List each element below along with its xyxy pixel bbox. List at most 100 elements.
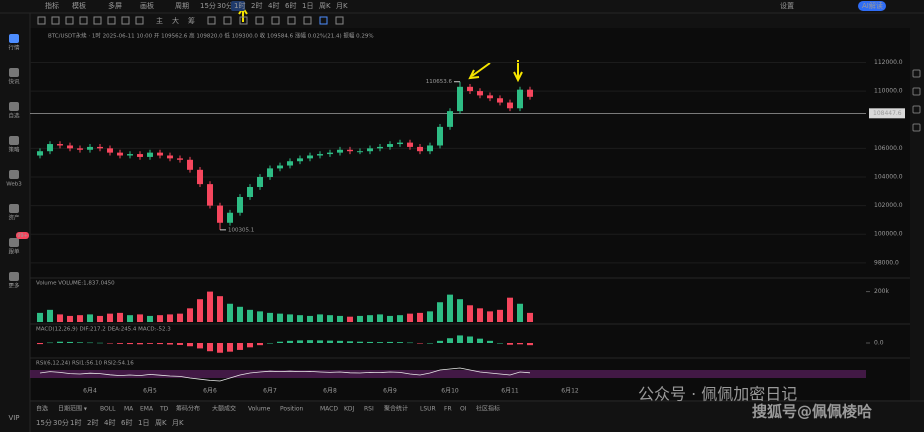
indicator-button[interactable]: 聚合统计	[384, 405, 408, 413]
sidebar-label[interactable]: 快讯	[8, 78, 20, 86]
indicator-button[interactable]: KDJ	[344, 406, 355, 413]
x-tick-label: 6月11	[501, 388, 519, 395]
rail-icon[interactable]	[912, 123, 921, 132]
sidebar-icon[interactable]	[9, 68, 19, 77]
tool-label[interactable]: 主	[156, 16, 163, 25]
tool-icon[interactable]	[65, 16, 74, 25]
volume-bar	[337, 315, 343, 322]
tool-icon[interactable]	[121, 16, 130, 25]
indicator-button[interactable]: 筹码分布	[176, 405, 200, 413]
sidebar-label[interactable]: 资产	[8, 214, 20, 222]
rail-icon[interactable]	[912, 105, 921, 114]
indicator-button[interactable]: 自选	[36, 405, 48, 413]
interval[interactable]: 4时	[268, 1, 279, 10]
menu-item[interactable]: 模板	[72, 1, 86, 10]
interval[interactable]: 周K	[155, 419, 167, 427]
indicator-button[interactable]: BOLL	[100, 406, 116, 413]
indicator-button[interactable]: MA	[124, 406, 134, 413]
sidebar-label[interactable]: 自选	[8, 112, 20, 120]
ai-button[interactable]	[858, 1, 886, 11]
candle-body	[147, 152, 153, 157]
indicator-button[interactable]: FR	[444, 406, 452, 413]
tool-icon[interactable]	[271, 16, 280, 25]
interval[interactable]: 2时	[251, 1, 262, 10]
indicator-button[interactable]: LSUR	[420, 406, 436, 413]
interval[interactable]: 1时	[234, 1, 245, 10]
sidebar-icon[interactable]	[9, 170, 19, 179]
volume-bar	[437, 302, 443, 322]
sidebar-icon[interactable]	[9, 34, 19, 43]
interval[interactable]: 1日	[138, 419, 149, 427]
indicator-button[interactable]: EMA	[140, 406, 154, 413]
tool-icon[interactable]	[319, 16, 328, 25]
tool-icon[interactable]	[335, 16, 344, 25]
volume-bar	[417, 312, 423, 322]
volume-bar	[237, 306, 243, 322]
sidebar-icon[interactable]	[9, 204, 19, 213]
candle-body	[187, 159, 193, 170]
tool-icon[interactable]	[239, 16, 248, 25]
indicator-button[interactable]: 大额成交	[212, 405, 236, 413]
menu-item[interactable]: 画板	[140, 1, 154, 10]
interval[interactable]: 15分	[200, 1, 216, 10]
tool-icon[interactable]	[207, 16, 216, 25]
sidebar-icon[interactable]	[9, 102, 19, 111]
interval[interactable]: 15分	[36, 418, 52, 427]
tool-icon[interactable]	[135, 16, 144, 25]
interval[interactable]: 1日	[302, 2, 313, 10]
sidebar-label[interactable]: Web3	[6, 182, 22, 188]
sidebar-label[interactable]: 行情	[8, 44, 20, 52]
tool-icon[interactable]	[107, 16, 116, 25]
ai-button-label[interactable]: AI解读	[862, 1, 883, 10]
rail-icon[interactable]	[912, 69, 921, 78]
interval[interactable]: 30分	[217, 1, 233, 10]
volume-bar	[487, 311, 493, 322]
sidebar-label[interactable]: 更多	[8, 282, 20, 290]
tool-label[interactable]: 筹	[188, 16, 195, 25]
indicator-button[interactable]: Position	[280, 406, 304, 413]
tool-icon[interactable]	[223, 16, 232, 25]
menu-item[interactable]: 多屏	[108, 1, 122, 10]
volume-bar	[137, 314, 143, 322]
interval[interactable]: 30分	[53, 418, 69, 427]
tool-icon[interactable]	[303, 16, 312, 25]
interval[interactable]: 1时	[70, 418, 81, 427]
interval[interactable]: 4时	[104, 418, 115, 427]
sidebar-icon[interactable]	[9, 136, 19, 145]
tool-icon[interactable]	[287, 16, 296, 25]
sidebar-label[interactable]: 跟单	[8, 248, 20, 256]
interval[interactable]: 月K	[336, 2, 348, 10]
indicator-button[interactable]: OI	[460, 406, 467, 413]
candle-body	[507, 102, 513, 109]
candle-body	[457, 86, 463, 112]
settings[interactable]: 设置	[780, 1, 794, 10]
sidebar-label[interactable]: 策略	[8, 146, 20, 154]
interval[interactable]: 周K	[319, 2, 331, 10]
indicator-button[interactable]: 社区指标	[476, 405, 500, 413]
sidebar-icon[interactable]	[9, 238, 19, 247]
sidebar-icon[interactable]	[9, 272, 19, 281]
interval[interactable]: 6时	[121, 418, 132, 427]
indicator-button[interactable]: TD	[159, 406, 169, 413]
tool-icon[interactable]	[255, 16, 264, 25]
tool-label[interactable]: 大	[172, 16, 179, 25]
tool-icon[interactable]	[93, 16, 102, 25]
indicator-button[interactable]: Volume	[248, 406, 271, 413]
indicator-button[interactable]: 日期范围 ▾	[58, 405, 87, 413]
menu-item[interactable]: 指标	[45, 1, 59, 10]
indicator-button[interactable]: MACD	[320, 406, 338, 413]
rail-icon[interactable]	[912, 87, 921, 96]
tool-icon[interactable]	[37, 16, 46, 25]
tool-icon[interactable]	[79, 16, 88, 25]
watermark: 公众号 · 佩佩加密日记	[638, 385, 797, 404]
tool-icon[interactable]	[51, 16, 60, 25]
interval[interactable]: 6时	[285, 1, 296, 10]
interval[interactable]: 月K	[172, 419, 184, 427]
menu-item[interactable]: 周期	[175, 2, 189, 10]
interval[interactable]: 2时	[87, 418, 98, 427]
vip[interactable]: VIP	[8, 414, 19, 422]
macd-bar	[77, 342, 83, 343]
indicator-button[interactable]: RSI	[364, 406, 374, 413]
volume-bar	[67, 315, 73, 322]
panel-label: MACD(12,26,9) DIF:217.2 DEA:245.4 MACD:-…	[36, 327, 171, 333]
